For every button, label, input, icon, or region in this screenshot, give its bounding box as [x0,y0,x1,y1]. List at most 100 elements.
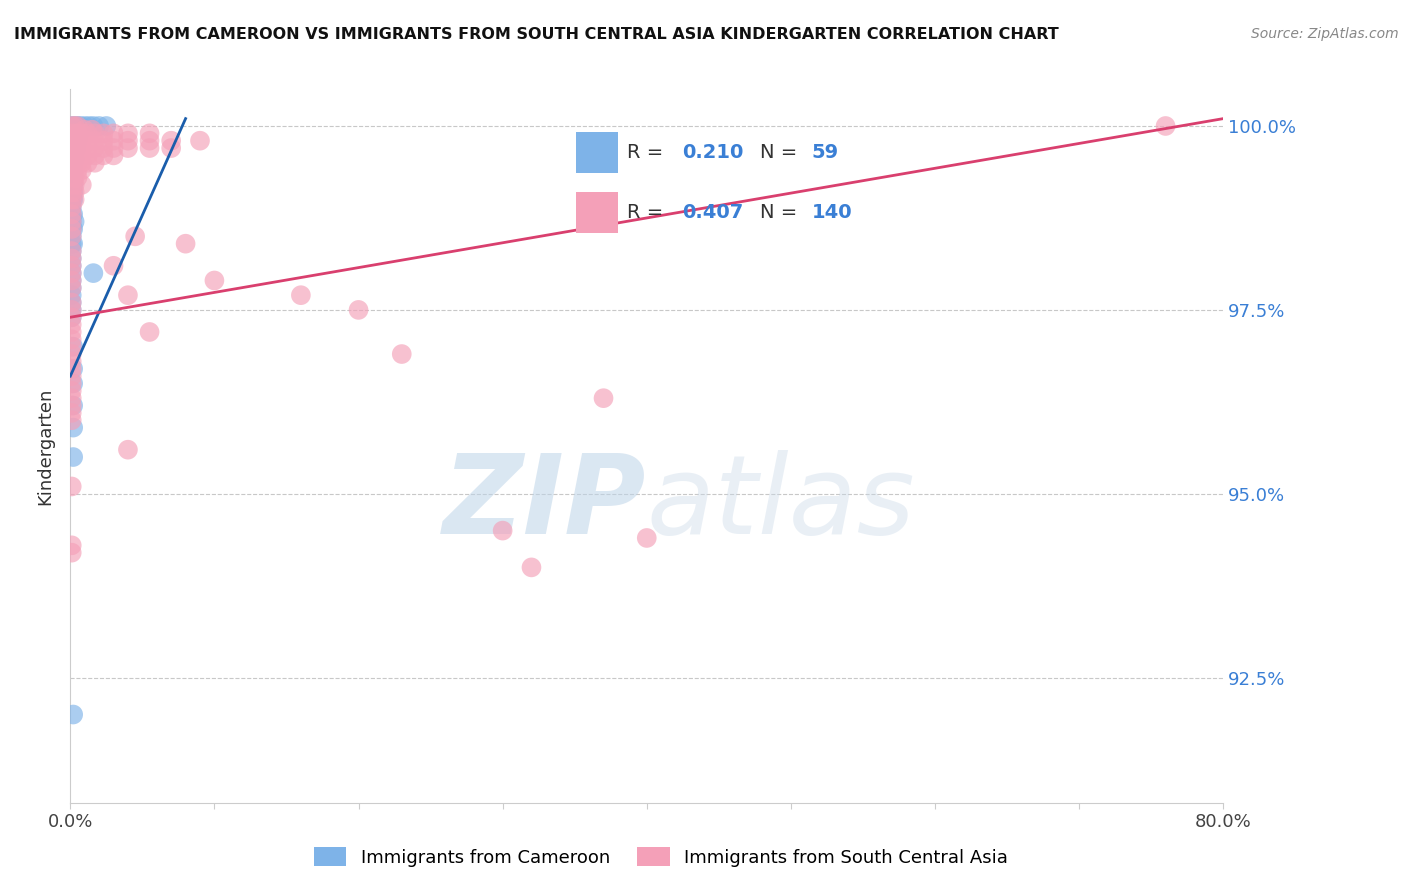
Point [60,185,83,199]
Point [60,229,83,244]
Point [62,185,84,199]
Point [62,193,84,207]
Point [60,369,83,384]
Point [60,134,83,148]
Point [66,155,89,169]
Point [60,214,83,228]
Point [60,170,83,185]
Point [60,178,83,192]
Point [117,442,139,457]
Point [60,214,83,228]
Point [62,340,84,354]
Point [60,185,83,199]
Point [60,207,83,221]
Point [60,222,83,236]
Point [60,413,83,427]
Point [117,126,139,140]
Point [60,310,83,325]
Point [636,531,658,545]
Point [60,200,83,214]
Point [60,148,83,162]
Point [60,229,83,244]
Point [60,266,83,280]
Point [62,148,84,162]
Point [60,222,83,236]
Point [60,310,83,325]
Point [103,126,125,140]
Point [76,148,98,162]
Point [290,288,312,302]
Point [76,134,98,148]
Point [138,134,160,148]
Point [66,119,89,133]
Point [83,134,105,148]
Point [62,170,84,185]
Point [62,222,84,236]
Point [60,193,83,207]
Point [93,134,115,148]
Point [63,141,86,155]
Text: 0.407: 0.407 [682,203,744,222]
Point [62,141,84,155]
Text: N =: N = [759,203,797,222]
Point [62,207,84,221]
Point [60,148,83,162]
Point [117,141,139,155]
Point [69,119,91,133]
Point [60,399,83,413]
Point [60,295,83,310]
Point [60,302,83,317]
Point [60,244,83,258]
Point [83,126,105,140]
Point [60,178,83,192]
Point [174,236,197,251]
Bar [575,132,617,173]
Point [60,340,83,354]
Point [60,273,83,287]
Point [138,325,160,339]
Point [63,119,86,133]
Y-axis label: Kindergarten: Kindergarten [37,387,55,505]
Point [66,141,89,155]
Point [60,538,83,552]
Point [66,134,89,148]
Point [60,479,83,493]
Point [63,134,86,148]
Point [1154,119,1177,133]
Point [63,170,86,185]
Point [87,119,111,133]
Point [60,332,83,346]
Point [124,229,146,244]
Point [70,141,93,155]
Point [65,126,87,140]
Point [60,259,83,273]
Point [60,207,83,221]
Point [103,148,125,162]
Text: R =: R = [627,143,664,162]
Point [60,170,83,185]
Point [63,178,86,192]
Point [63,148,86,162]
Point [60,152,83,166]
Point [62,178,84,192]
Point [62,420,84,434]
Point [60,376,83,391]
Point [63,214,86,228]
Point [77,119,100,133]
Point [60,295,83,310]
Point [117,288,139,302]
Text: atlas: atlas [647,450,915,557]
Point [62,707,84,722]
Point [60,200,83,214]
Point [73,122,96,136]
Point [63,134,86,148]
Point [520,560,543,574]
Point [70,148,93,162]
Point [70,163,93,178]
Text: Source: ZipAtlas.com: Source: ZipAtlas.com [1251,27,1399,41]
Point [103,259,125,273]
Point [60,155,83,169]
Point [60,163,83,178]
Point [204,273,226,287]
Point [60,391,83,405]
